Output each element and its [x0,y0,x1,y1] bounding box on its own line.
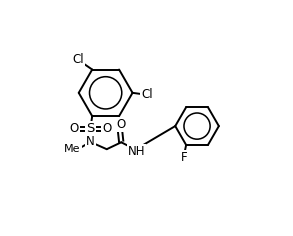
Text: O: O [102,122,111,135]
Text: O: O [69,122,79,135]
Text: N: N [86,135,95,148]
Text: F: F [181,151,188,164]
Text: Cl: Cl [141,88,153,101]
Text: S: S [86,122,95,135]
Text: Me: Me [64,144,81,154]
Text: NH: NH [128,144,145,157]
Text: Cl: Cl [72,53,84,66]
Text: O: O [116,118,125,131]
